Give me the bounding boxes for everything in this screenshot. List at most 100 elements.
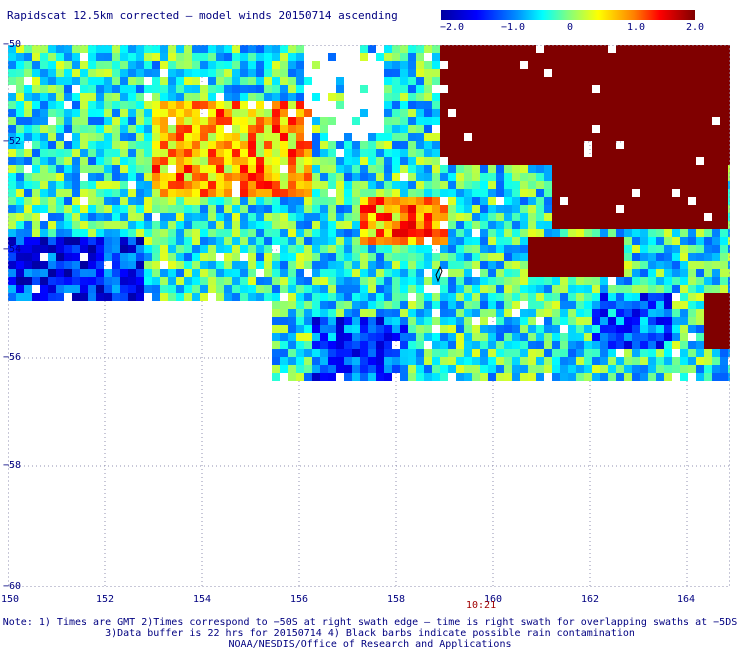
wind-cell [112,157,120,165]
wind-cell [384,125,392,133]
wind-cell [328,117,336,125]
wind-cell [456,301,464,309]
wind-cell [680,285,688,293]
wind-cell [504,213,512,221]
wind-cell [320,341,328,349]
wind-cell [272,253,280,261]
wind-cell [208,245,216,253]
wind-cell [328,253,336,261]
wind-cell [32,61,40,69]
wind-cell [488,197,496,205]
wind-cell [648,285,656,293]
wind-cell [72,101,80,109]
wind-cell [464,237,472,245]
wind-cell [352,261,360,269]
wind-cell [608,301,616,309]
wind-cell [120,77,128,85]
wind-cell [128,165,136,173]
wind-cell [408,109,416,117]
wind-cell [168,45,176,53]
wind-cell [480,69,488,77]
wind-cell [496,53,504,61]
wind-cell [584,213,592,221]
wind-cell [48,149,56,157]
wind-cell [296,117,304,125]
wind-cell [320,285,328,293]
wind-cell [696,109,704,117]
wind-cell [280,357,288,365]
wind-cell [216,245,224,253]
wind-cell [280,317,288,325]
wind-cell [664,357,672,365]
wind-cell [144,205,152,213]
wind-cell [536,309,544,317]
wind-cell [488,101,496,109]
wind-cell [400,77,408,85]
wind-cell [568,205,576,213]
wind-cell [560,189,568,197]
wind-cell [544,205,552,213]
wind-cell [696,229,704,237]
wind-cell [360,173,368,181]
wind-cell [328,213,336,221]
wind-cell [408,301,416,309]
wind-cell [624,245,632,253]
wind-cell [392,261,400,269]
wind-cell [440,45,448,53]
wind-cell [176,285,184,293]
wind-cell [464,261,472,269]
wind-cell [408,285,416,293]
wind-cell [416,365,424,373]
wind-cell [96,277,104,285]
wind-cell [8,109,16,117]
wind-cell [368,229,376,237]
wind-cell [656,189,664,197]
wind-cell [304,189,312,197]
wind-cell [56,101,64,109]
wind-cell [512,237,520,245]
wind-cell [312,117,320,125]
wind-cell [560,125,568,133]
wind-cell [224,173,232,181]
wind-cell [376,229,384,237]
wind-cell [128,141,136,149]
wind-cell [400,333,408,341]
wind-cell [456,317,464,325]
wind-cell [696,61,704,69]
wind-cell [520,101,528,109]
wind-cell [376,365,384,373]
wind-cell [584,93,592,101]
wind-cell [280,181,288,189]
wind-cell [352,349,360,357]
wind-cell [224,77,232,85]
wind-cell [432,77,440,85]
wind-cell [520,269,528,277]
wind-cell [40,181,48,189]
wind-cell [584,117,592,125]
wind-cell [488,141,496,149]
wind-cell [656,277,664,285]
wind-cell [136,53,144,61]
wind-cell [232,237,240,245]
wind-cell [400,253,408,261]
wind-cell [680,213,688,221]
wind-cell [416,133,424,141]
wind-cell [528,133,536,141]
wind-cell [80,61,88,69]
lat-label-54: −54 [3,244,22,255]
wind-cell [184,61,192,69]
wind-cell [296,53,304,61]
wind-cell [24,85,32,93]
wind-cell [536,53,544,61]
wind-cell [608,125,616,133]
wind-cell [32,77,40,85]
wind-cell [272,141,280,149]
wind-cell [536,117,544,125]
wind-cell [680,229,688,237]
wind-cell [696,205,704,213]
wind-cell [568,117,576,125]
wind-cell [32,213,40,221]
wind-cell [72,237,80,245]
wind-cell [328,269,336,277]
wind-cell [624,141,632,149]
